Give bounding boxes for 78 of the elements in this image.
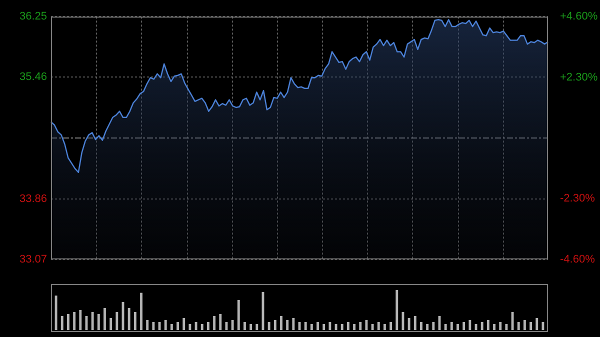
bar xyxy=(328,322,332,330)
bar xyxy=(377,322,380,330)
bar xyxy=(426,324,429,330)
bar xyxy=(396,290,398,330)
bar xyxy=(250,324,252,330)
bar xyxy=(316,322,319,330)
bar xyxy=(414,316,416,330)
bar xyxy=(383,324,386,330)
bar xyxy=(140,292,142,330)
bar xyxy=(225,322,228,330)
bar xyxy=(67,314,70,330)
y2-tick-label: +2.30% xyxy=(560,71,598,84)
bar xyxy=(231,320,234,330)
bar xyxy=(450,322,453,330)
bar xyxy=(365,320,368,330)
bar xyxy=(468,320,472,330)
bar xyxy=(79,310,82,330)
bar xyxy=(505,324,508,330)
bar xyxy=(499,322,502,330)
bar xyxy=(200,324,204,330)
bar xyxy=(444,324,447,330)
bar xyxy=(462,322,466,330)
bar xyxy=(310,324,313,330)
bar xyxy=(517,322,520,330)
bar xyxy=(322,324,326,330)
bar xyxy=(182,318,186,330)
bar xyxy=(371,324,374,330)
bar xyxy=(456,324,459,330)
y-tick-label: 33.86 xyxy=(19,193,47,206)
bar xyxy=(73,312,76,330)
bar xyxy=(304,322,307,330)
bar xyxy=(280,316,282,330)
bar xyxy=(244,322,246,330)
bar xyxy=(91,312,94,330)
bar xyxy=(353,324,356,330)
bar xyxy=(134,312,136,330)
bar xyxy=(359,322,362,330)
bar xyxy=(213,316,216,330)
bar xyxy=(152,322,155,330)
bar xyxy=(536,318,538,330)
bar xyxy=(486,320,490,330)
y-tick-label: 35.46 xyxy=(19,70,47,83)
bar xyxy=(346,322,350,330)
bar xyxy=(146,320,149,330)
bar xyxy=(206,322,210,330)
y2-tick-label: +4.60% xyxy=(560,10,598,23)
bar xyxy=(530,322,532,330)
bar xyxy=(104,308,106,330)
bar xyxy=(188,324,192,330)
bar xyxy=(237,300,240,330)
bar xyxy=(480,322,484,330)
bar xyxy=(97,314,100,330)
y2-tick-label: -2.30% xyxy=(560,192,596,205)
bar xyxy=(268,322,270,330)
bar xyxy=(390,322,392,330)
y-tick-label: 36.25 xyxy=(19,10,47,23)
bar xyxy=(110,318,112,330)
bar xyxy=(60,316,64,330)
bar xyxy=(54,296,58,330)
bar xyxy=(170,324,173,330)
bar xyxy=(176,322,179,330)
bar xyxy=(256,324,258,330)
y-tick-label: 33.07 xyxy=(19,253,47,266)
y2-tick-label: -4.60% xyxy=(560,253,596,266)
bar xyxy=(164,320,167,330)
bar xyxy=(286,320,289,330)
bar xyxy=(542,322,544,330)
bar xyxy=(493,324,496,330)
bar xyxy=(408,318,410,330)
bar xyxy=(274,320,276,330)
bar xyxy=(340,324,344,330)
bar xyxy=(523,320,526,330)
bar xyxy=(219,314,222,330)
bar xyxy=(116,312,118,330)
bar xyxy=(420,322,422,330)
bar xyxy=(292,318,295,330)
bar xyxy=(128,308,130,330)
bar xyxy=(432,322,435,330)
